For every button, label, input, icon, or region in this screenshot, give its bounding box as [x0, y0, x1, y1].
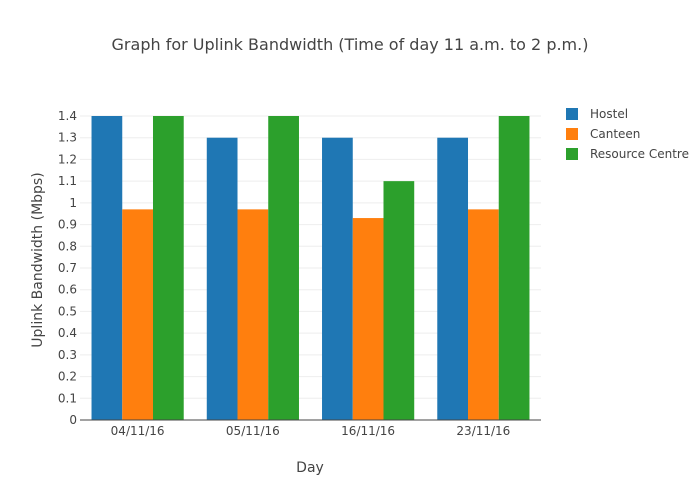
legend-swatch	[566, 108, 578, 120]
chart-title: Graph for Uplink Bandwidth (Time of day …	[112, 35, 589, 54]
y-axis-ticks: 0 0.1 0.2 0.3 0.4 0.5 0.6 0.7 0.8 0.9 1 1.1 1.2 1.3 1.…	[58, 109, 77, 427]
bar-canteen-1	[237, 209, 269, 420]
legend-label: Canteen	[590, 127, 640, 141]
legend-label: Hostel	[590, 107, 628, 121]
legend-swatch	[566, 148, 578, 160]
x-tick-label: 04/11/16	[111, 424, 165, 438]
bar-resource-centre-3	[498, 116, 530, 420]
y-tick-label: 0.7	[58, 261, 77, 275]
y-tick-label: 0.3	[58, 348, 77, 362]
x-tick-label: 05/11/16	[226, 424, 280, 438]
y-tick-label: 0.6	[58, 283, 77, 297]
legend: Hostel Canteen Resource Centre	[566, 107, 689, 161]
bars	[91, 116, 530, 420]
y-tick-label: 1.3	[58, 131, 77, 145]
legend-label: Resource Centre	[590, 147, 689, 161]
bar-hostel-1	[206, 137, 238, 420]
y-tick-label: 1.4	[58, 109, 77, 123]
y-axis-title: Uplink Bandwidth (Mbps)	[30, 172, 46, 347]
y-tick-label: 0.1	[58, 391, 77, 405]
x-tick-label: 23/11/16	[456, 424, 510, 438]
y-tick-label: 0.5	[58, 304, 77, 318]
y-tick-label: 0.8	[58, 239, 77, 253]
y-tick-label: 0.2	[58, 370, 77, 384]
x-axis-ticks: 04/11/16 05/11/16 16/11/16 23/11/16	[111, 424, 511, 438]
bar-canteen-3	[468, 209, 499, 420]
y-tick-label: 1	[69, 196, 77, 210]
bar-hostel-0	[91, 116, 123, 420]
bar-hostel-3	[437, 137, 469, 420]
y-tick-label: 0	[69, 413, 77, 427]
y-tick-label: 0.4	[58, 326, 77, 340]
y-tick-label: 1.2	[58, 152, 77, 166]
bar-resource-centre-2	[383, 181, 415, 420]
x-axis-title: Day	[296, 460, 324, 476]
bar-canteen-0	[122, 209, 153, 420]
bar-resource-centre-1	[268, 116, 299, 420]
y-tick-label: 0.9	[58, 218, 77, 232]
x-tick-label: 16/11/16	[341, 424, 395, 438]
legend-swatch	[566, 128, 578, 140]
bar-hostel-2	[322, 137, 353, 420]
bar-canteen-2	[352, 218, 384, 420]
bar-resource-centre-0	[152, 116, 184, 420]
y-tick-label: 1.1	[58, 174, 77, 188]
